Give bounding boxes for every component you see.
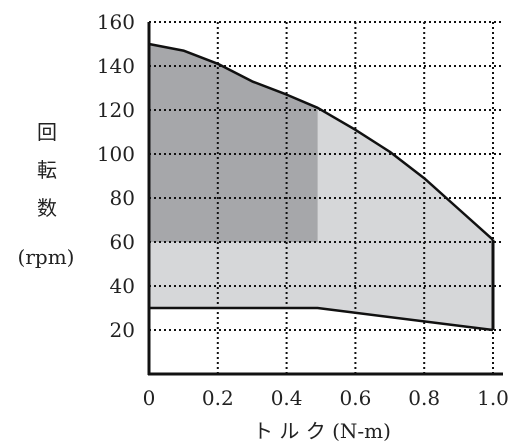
boundary-layer [148, 42, 495, 332]
y-axis-label-char-3: 数 [37, 196, 57, 220]
y-tick-label-60: 60 [110, 230, 135, 254]
y-tick-label-80: 80 [110, 186, 135, 210]
x-tick-label-0.2: 0.2 [202, 386, 234, 410]
x-tick-label-1.0: 1.0 [477, 386, 509, 410]
y-tick-label-120: 120 [97, 98, 135, 122]
x-tick-label-0.8: 0.8 [408, 386, 440, 410]
x-tick-label-0.6: 0.6 [339, 386, 371, 410]
y-tick-label-40: 40 [110, 274, 135, 298]
y-axis-label-char-1: 回 [37, 120, 57, 144]
x-axis-label: ト ル ク (N-m) [253, 419, 391, 443]
y-axis-label-unit: (rpm) [18, 245, 75, 269]
x-tick-label-0: 0 [143, 386, 156, 410]
y-axis-label-char-2: 転 [37, 158, 57, 182]
x-tick-labels: 0 0.2 0.4 0.6 0.8 1.0 [143, 386, 509, 410]
y-tick-label-160: 160 [97, 10, 135, 34]
y-tick-label-100: 100 [97, 142, 135, 166]
regions-layer [149, 44, 493, 330]
boundary-min-speed [149, 306, 494, 332]
grid-layer [149, 21, 503, 374]
region-continuous-range [149, 44, 318, 242]
axes-layer [147, 22, 503, 376]
x-tick-label-0.4: 0.4 [271, 386, 303, 410]
y-tick-label-20: 20 [110, 318, 135, 342]
boundary-max-speed [148, 42, 494, 241]
y-tick-labels: 20 40 60 80 100 120 140 160 [97, 10, 135, 342]
y-tick-label-140: 140 [97, 54, 135, 78]
